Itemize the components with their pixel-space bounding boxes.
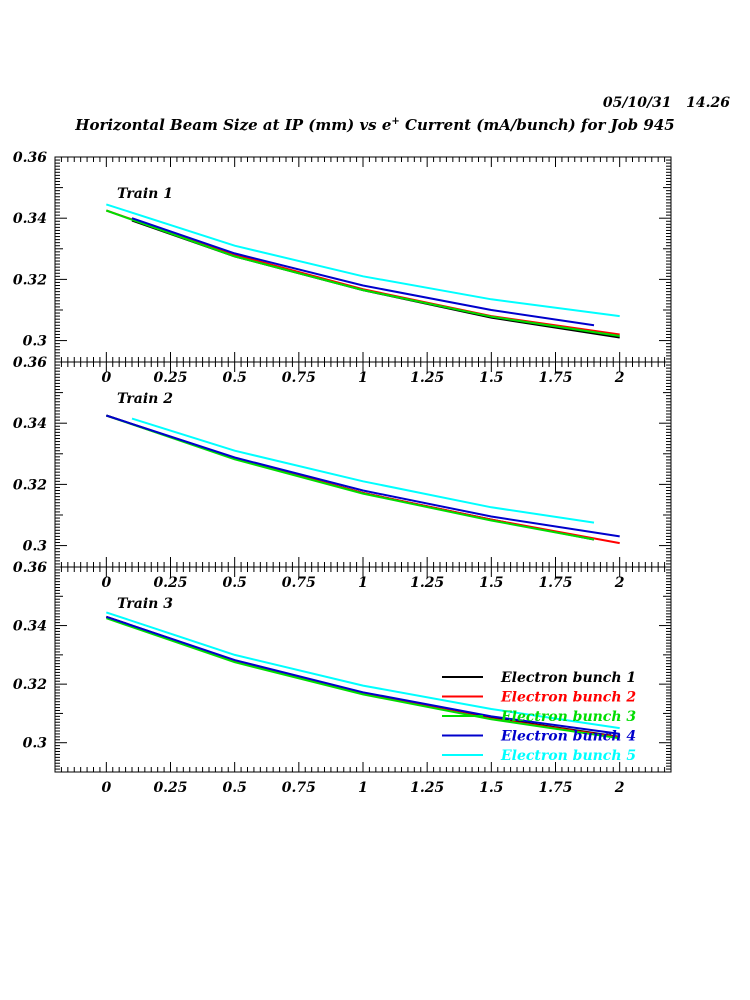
x-tick-label: 1 [358,575,368,591]
x-tick-label: 2 [614,780,625,796]
chart-title: Horizontal Beam Size at IP (mm) vs e+ Cu… [0,116,750,134]
legend-entry: Electron bunch 2 [500,690,636,706]
series-line [105,209,620,337]
legend-entry: Electron bunch 1 [500,670,636,686]
x-tick-label: 1.25 [410,780,444,796]
y-tick-label: 0.3 [23,334,48,350]
panel-label: Train 2 [117,391,173,407]
series-line [105,617,620,740]
x-tick-label: 0 [101,575,111,591]
panel-label: Train 3 [117,596,173,612]
y-tick-label: 0.3 [23,539,48,555]
y-tick-label: 0.34 [13,619,47,635]
x-tick-label: 1.5 [479,575,503,591]
x-tick-label: 1.75 [538,780,572,796]
title-superscript: + [391,116,400,127]
x-tick-label: 2 [614,575,625,591]
x-tick-label: 0.75 [282,370,316,386]
legend-entry: Electron bunch 4 [500,729,636,745]
legend-entry: Electron bunch 3 [500,709,636,725]
timestamp: 05/10/31 14.26 [602,95,730,111]
series-line [131,217,595,327]
y-tick-label: 0.3 [23,736,48,752]
x-tick-label: 2 [614,370,625,386]
x-tick-label: 0.75 [282,780,316,796]
x-tick-label: 0 [101,780,111,796]
series-line [105,615,620,735]
y-tick-label: 0.34 [13,416,47,432]
series-line [131,417,595,524]
x-tick-label: 0.5 [222,780,246,796]
x-tick-label: 0.75 [282,575,316,591]
y-tick-label: 0.32 [13,272,47,288]
title-text-end: Current (mA/bunch) for Job 945 [399,116,675,134]
series-line [105,611,620,730]
x-tick-label: 0 [101,370,111,386]
y-tick-label: 0.36 [13,560,47,576]
x-tick-label: 1.25 [410,370,444,386]
series-line [105,203,620,318]
y-tick-label: 0.36 [13,150,47,166]
x-tick-label: 1.75 [538,575,572,591]
y-tick-label: 0.34 [13,211,47,227]
x-tick-label: 0.25 [153,780,187,796]
x-tick-label: 0.5 [222,370,246,386]
series-line [105,414,620,538]
x-tick-label: 1.5 [479,780,503,796]
x-tick-label: 1.25 [410,575,444,591]
legend-entry: Electron bunch 5 [500,748,636,764]
y-tick-label: 0.32 [13,477,47,493]
x-tick-label: 0.25 [153,575,187,591]
x-tick-label: 1 [358,780,368,796]
x-tick-label: 1.75 [538,370,572,386]
x-tick-label: 0.5 [222,575,246,591]
x-tick-label: 0.25 [153,370,187,386]
title-text: Horizontal Beam Size at IP (mm) vs e [75,116,392,134]
x-tick-label: 1.5 [479,370,503,386]
x-tick-label: 1 [358,370,368,386]
y-tick-label: 0.32 [13,677,47,693]
series-line [105,414,595,541]
panel-label: Train 1 [117,186,173,202]
y-tick-label: 0.36 [13,355,47,371]
